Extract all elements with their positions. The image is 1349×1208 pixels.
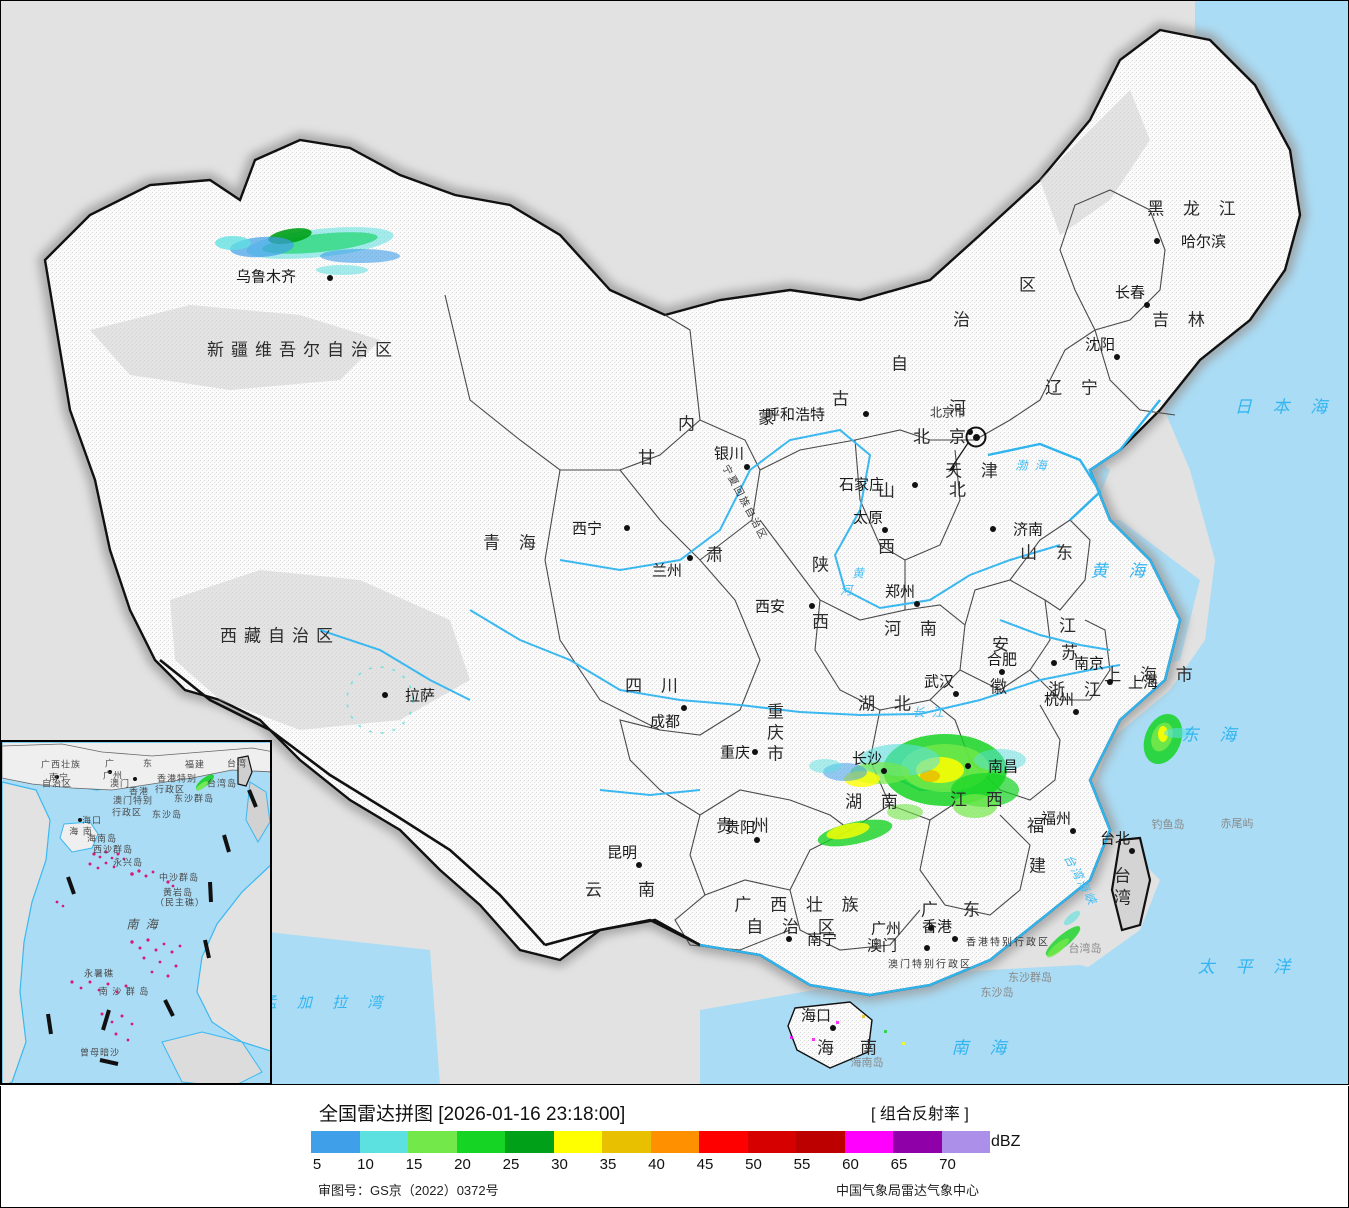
- city-marker-dot: [1051, 660, 1057, 666]
- colorbar-swatch[interactable]: [844, 1131, 893, 1153]
- china-radar-map[interactable]: 日 本 海 黄 海 东 海 南 海 太 平 洋 渤 海 孟 加 拉 湾 台湾海峡…: [0, 0, 1349, 1085]
- colorbar-swatch[interactable]: [747, 1131, 796, 1153]
- city-marker-dot: [881, 768, 887, 774]
- colorbar-tick: 10: [357, 1156, 374, 1173]
- colorbar-tick: 65: [890, 1156, 908, 1173]
- dbz-unit-label: dBZ: [991, 1133, 1021, 1150]
- city-marker-dot: [809, 603, 815, 609]
- city-marker-dot: [1073, 709, 1079, 715]
- city-marker-dot: [382, 692, 388, 698]
- inset-geography: [2, 742, 270, 1083]
- beijing-leader-line: [948, 442, 969, 472]
- city-marker-dot: [744, 464, 750, 470]
- city-marker-dot: [752, 749, 758, 755]
- hainan-island: [787, 1001, 873, 1069]
- city-marker-dot: [830, 1025, 836, 1031]
- city-marker-dot: [681, 705, 687, 711]
- colorbar-tick: 35: [599, 1156, 617, 1173]
- legend-title-row: 全国雷达拼图 [2026-01-16 23:18:00] [ 组合反射率 ]: [1, 1099, 1348, 1125]
- city-marker-dot: [1107, 679, 1113, 685]
- colorbar-tick-labels: 5 10 15 20 25 30 35 40 45 50 55 60 65 70: [311, 1156, 991, 1176]
- colorbar-tick: 25: [502, 1156, 520, 1173]
- city-marker-dot: [928, 925, 934, 931]
- colorbar-tick: 30: [551, 1156, 568, 1173]
- colorbar-swatch[interactable]: [553, 1131, 602, 1153]
- colorbar-tick: 60: [842, 1156, 859, 1173]
- colorbar-swatch[interactable]: [505, 1131, 554, 1153]
- colorbar-tick: 20: [454, 1156, 471, 1173]
- colorbar-tick: 55: [793, 1156, 811, 1173]
- city-marker-dot: [1070, 828, 1076, 834]
- colorbar-swatch[interactable]: [941, 1131, 990, 1153]
- coastline: [699, 399, 1182, 997]
- colorbar-tick: 70: [939, 1156, 956, 1173]
- colorbar-swatch[interactable]: [893, 1131, 942, 1153]
- reflectivity-colorbar[interactable]: [311, 1131, 990, 1153]
- colorbar-tick: 40: [648, 1156, 665, 1173]
- capital-marker-beijing: [965, 426, 987, 448]
- city-marker-dot: [754, 837, 760, 843]
- national-border: [159, 658, 701, 947]
- colorbar-tick: 45: [696, 1156, 714, 1173]
- city-marker-dot: [882, 527, 888, 533]
- city-marker-dot: [1114, 354, 1120, 360]
- city-marker-dot: [1154, 238, 1160, 244]
- south-china-sea-inset[interactable]: 广西壮族 自治区广东福建 台湾 南宁 广州 澳门 香港 香港特别 行政区 台湾岛 澳门特别 行政区 东沙…: [0, 740, 272, 1085]
- city-marker-dot: [914, 601, 920, 607]
- map-title: 全国雷达拼图 [2026-01-16 23:18:00]: [319, 1104, 626, 1125]
- product-type-label: [ 组合反射率 ]: [871, 1106, 969, 1123]
- issuing-agency: 中国气象局雷达气象中心: [836, 1183, 980, 1198]
- colorbar-swatch[interactable]: [796, 1131, 845, 1153]
- colorbar-tick: 50: [745, 1156, 762, 1173]
- city-marker-dot: [863, 411, 869, 417]
- colorbar-swatch[interactable]: [408, 1131, 457, 1153]
- city-marker-dot: [990, 526, 996, 532]
- map-approval-number: 审图号：GS京（2022）0372号: [318, 1183, 499, 1198]
- city-marker-dot: [624, 525, 630, 531]
- city-marker-dot: [1129, 848, 1135, 854]
- city-marker-dot: [912, 482, 918, 488]
- city-marker-dot: [965, 763, 971, 769]
- taiwan-island: [1110, 836, 1152, 932]
- city-marker-dot: [999, 669, 1005, 675]
- colorbar-swatch[interactable]: [650, 1131, 699, 1153]
- city-marker-dot: [924, 945, 930, 951]
- colorbar-swatch[interactable]: [456, 1131, 505, 1153]
- colorbar-tick: 5: [312, 1156, 322, 1173]
- city-marker-dot: [327, 275, 333, 281]
- colorbar-swatch[interactable]: [699, 1131, 748, 1153]
- colorbar-swatch[interactable]: [311, 1131, 360, 1153]
- colorbar-swatch[interactable]: [602, 1131, 651, 1153]
- city-marker-dot: [636, 862, 642, 868]
- city-marker-dot: [786, 936, 792, 942]
- city-marker-dot: [953, 691, 959, 697]
- colorbar-swatch[interactable]: [359, 1131, 408, 1153]
- colorbar-tick: 15: [405, 1156, 423, 1173]
- city-marker-dot: [952, 936, 958, 942]
- city-marker-dot: [1144, 302, 1150, 308]
- city-marker-dot: [687, 555, 693, 561]
